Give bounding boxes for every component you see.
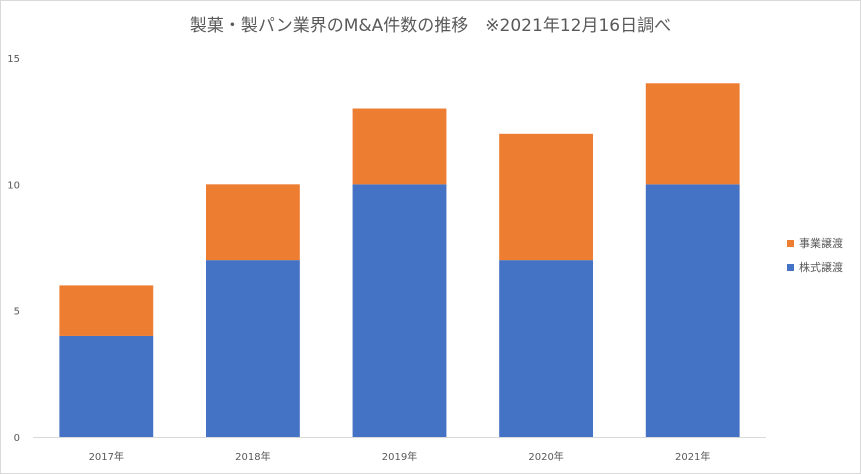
y-tick-label: 0 bbox=[14, 433, 20, 444]
y-tick-label: 15 bbox=[7, 54, 20, 65]
bar-segment bbox=[205, 184, 300, 261]
legend-label: 事業譲渡 bbox=[799, 236, 843, 250]
legend-swatch bbox=[787, 264, 794, 271]
legend-swatch bbox=[787, 240, 794, 247]
bar-segment bbox=[499, 133, 594, 261]
bar-segment bbox=[352, 184, 447, 437]
x-tick-label: 2021年 bbox=[675, 450, 710, 463]
chart-title: 製菓・製パン業界のM&A件数の推移 ※2021年12月16日調べ bbox=[189, 16, 672, 36]
y-tick-label: 10 bbox=[7, 180, 20, 191]
bar-segment bbox=[59, 335, 154, 437]
x-tick-label: 2020年 bbox=[528, 450, 563, 463]
bar-segment bbox=[59, 285, 154, 336]
legend-label: 株式譲渡 bbox=[799, 260, 843, 274]
y-tick-label: 5 bbox=[14, 307, 20, 318]
x-tick-label: 2019年 bbox=[382, 450, 417, 463]
bar-segment bbox=[645, 83, 740, 185]
bar-segment bbox=[352, 108, 447, 185]
bar-segment bbox=[205, 260, 300, 437]
bar-segment bbox=[499, 260, 594, 437]
x-tick-label: 2018年 bbox=[235, 450, 270, 463]
bar-segment bbox=[645, 184, 740, 437]
x-tick-label: 2017年 bbox=[89, 450, 124, 463]
